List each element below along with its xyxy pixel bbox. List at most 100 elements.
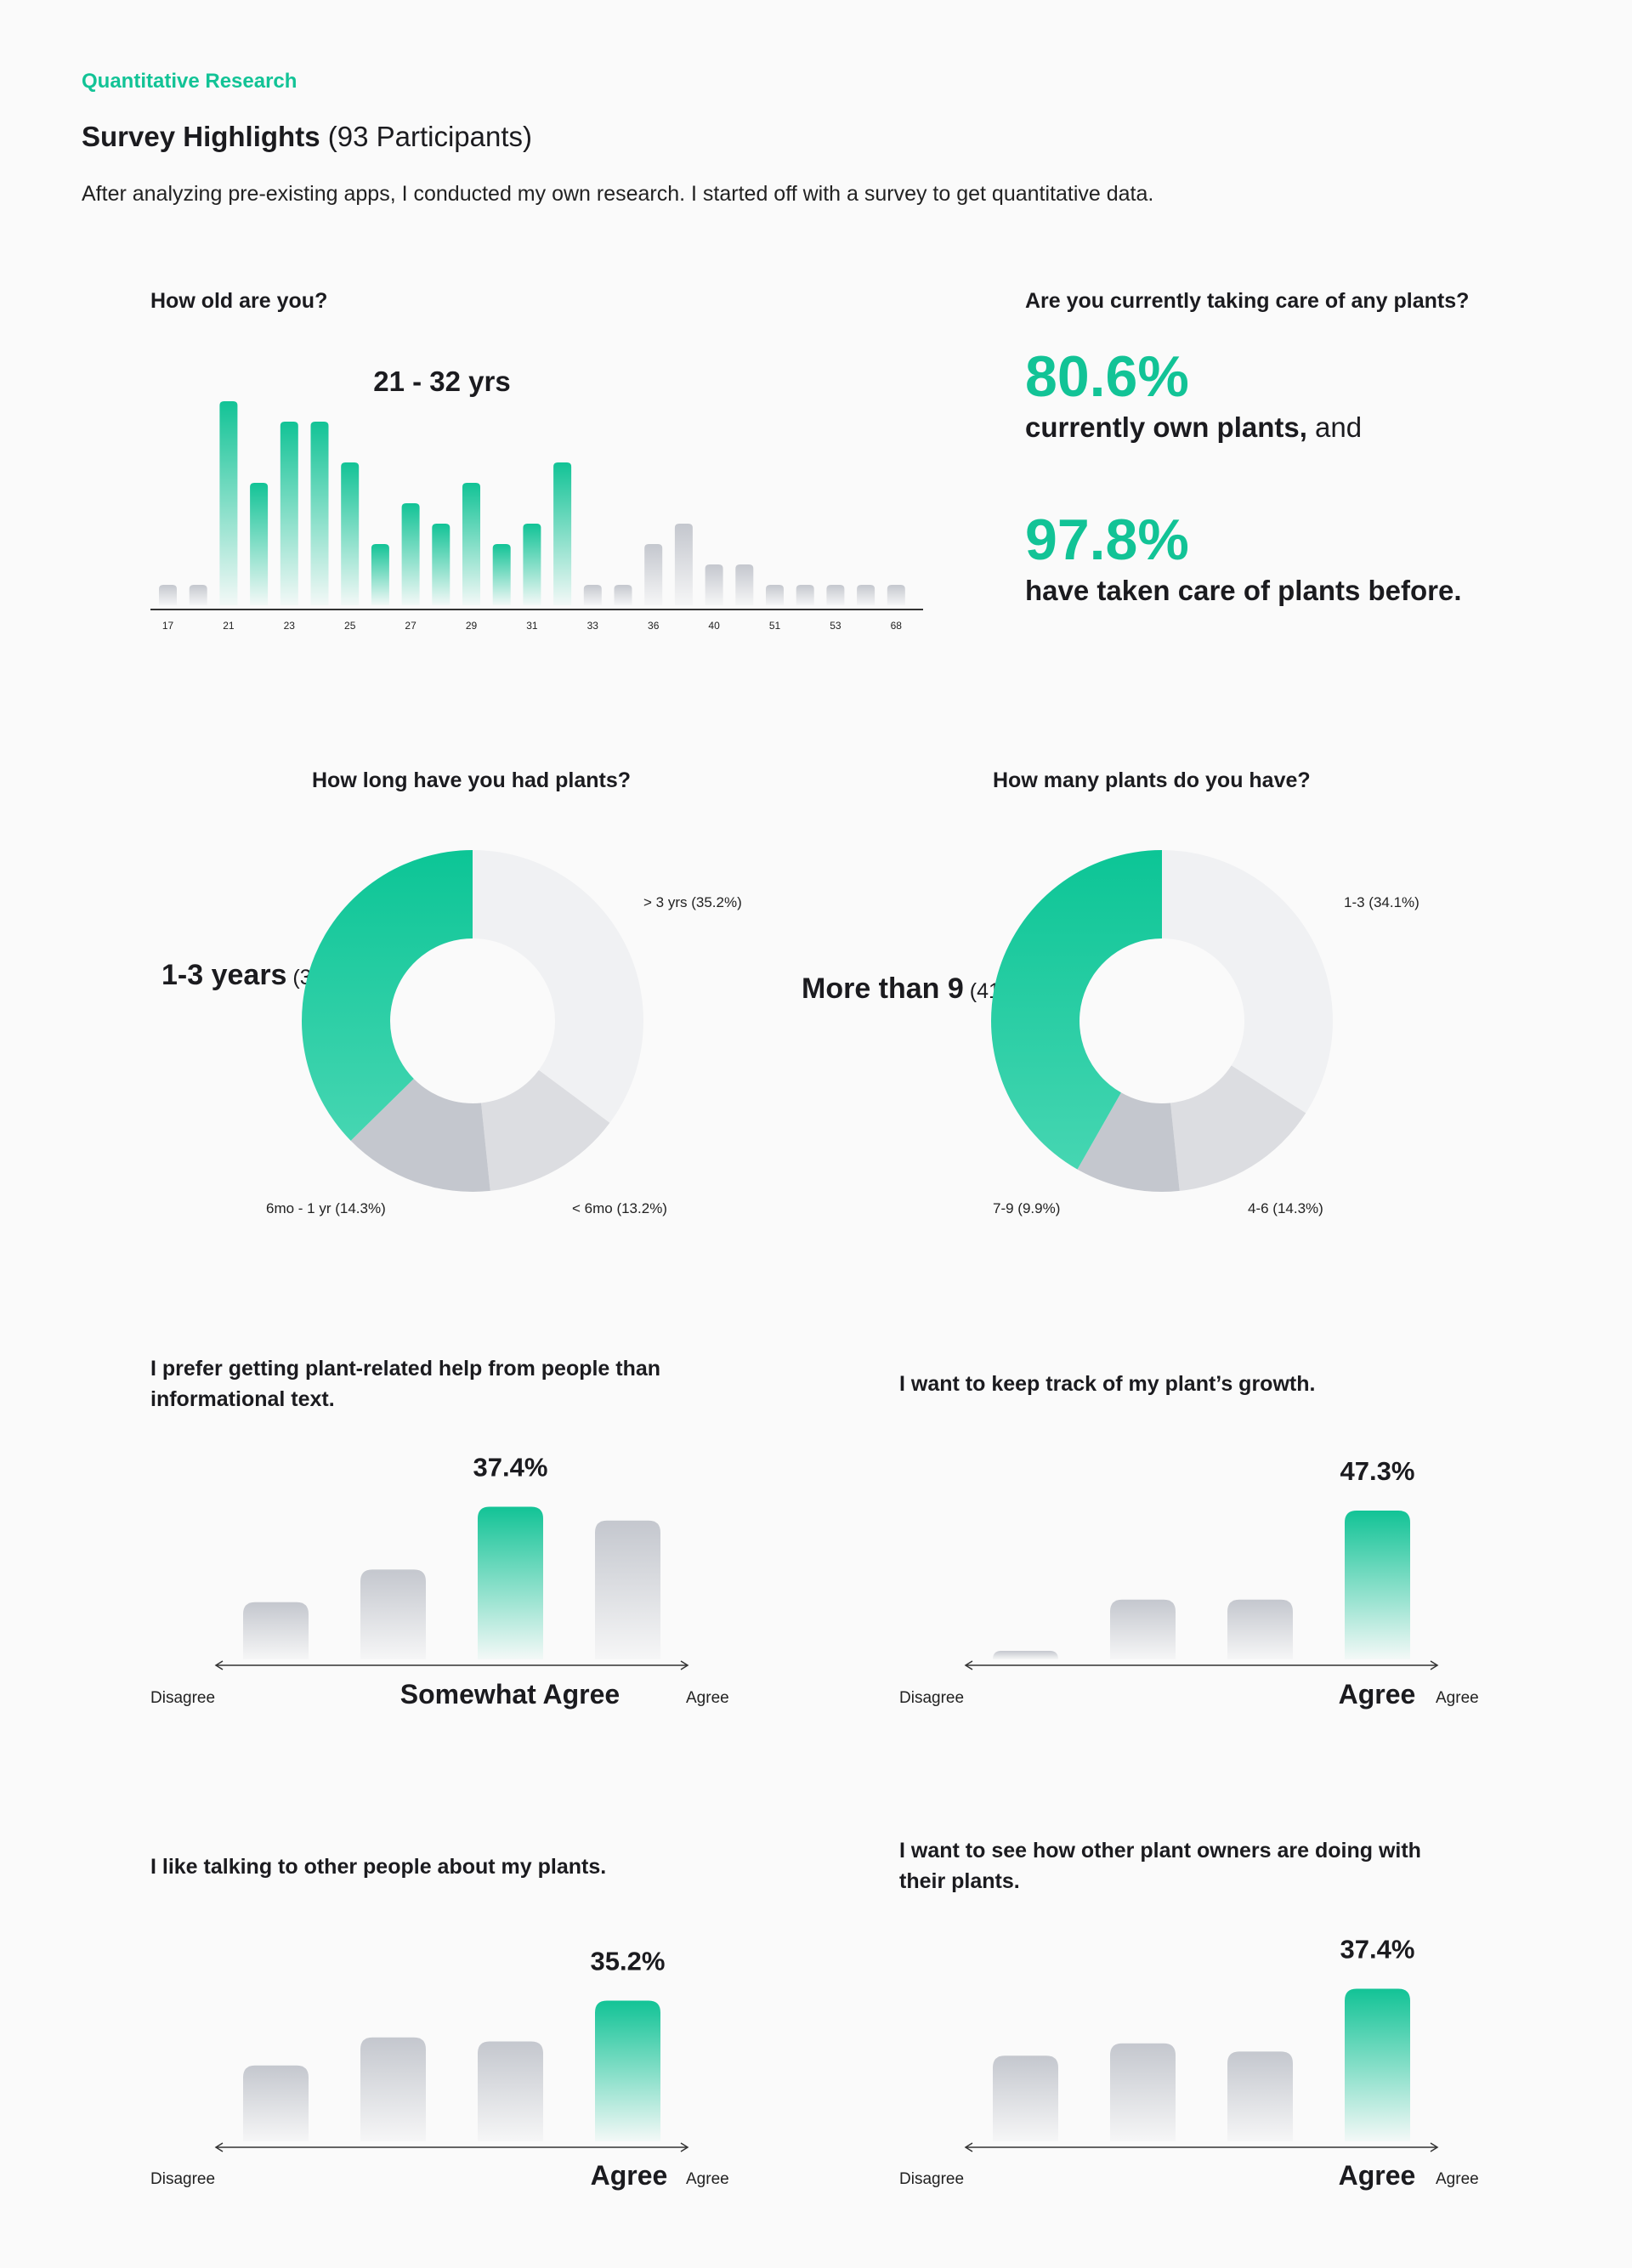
duration-slice	[302, 850, 473, 1141]
stat-own-value: 80.6%	[1025, 344, 1189, 409]
age-bar	[705, 564, 723, 605]
likert-bar	[595, 1520, 660, 1659]
count-slice	[1170, 1065, 1306, 1191]
duration-slice	[481, 1069, 610, 1191]
age-question: How old are you?	[150, 289, 328, 313]
age-bar	[826, 585, 845, 605]
age-bar	[766, 585, 784, 605]
likert-highlight-pct: 37.4%	[473, 1452, 548, 1482]
age-bar	[189, 585, 207, 605]
count-slice	[1077, 1092, 1180, 1192]
age-bar	[523, 524, 541, 605]
likert-4-left-label: Disagree	[899, 2170, 965, 2188]
age-bar	[341, 462, 360, 605]
duration-slice	[350, 1078, 490, 1192]
count-legend-label: 7-9 (9.9%)	[993, 1200, 1060, 1216]
likert-1-question: I prefer getting plant-related help from…	[150, 1357, 661, 1411]
stat-own-bold: currently own plants,	[1025, 411, 1307, 443]
likert-3-right-label: Agree	[686, 2170, 729, 2188]
likert-1-left-label: Disagree	[150, 1689, 216, 1707]
duration-legend-label: 6mo - 1 yr (14.3%)	[266, 1200, 386, 1216]
likert-bar	[1110, 1599, 1176, 1659]
page-title-rest: (93 Participants)	[320, 121, 532, 152]
likert-bar	[1345, 1988, 1410, 2141]
count-slice	[991, 850, 1162, 1170]
likert-bar	[360, 1569, 426, 1659]
likert-bar	[993, 2055, 1058, 2141]
likert-4-highlight-label: Agree	[1338, 2160, 1416, 2191]
likert-4-right-label: Agree	[1436, 2170, 1479, 2188]
age-tick-label: 53	[830, 620, 842, 632]
count-question: How many plants do you have?	[993, 768, 1311, 792]
age-tick-label: 17	[162, 620, 174, 632]
axis-right-arrow	[680, 2142, 689, 2152]
age-tick-label: 51	[769, 620, 781, 632]
age-bar	[887, 585, 905, 605]
count-main-name: More than 9	[802, 972, 964, 1005]
likert-bar	[595, 2000, 660, 2141]
likert-highlight-pct: 47.3%	[1340, 1456, 1415, 1486]
age-highlight-label: 21 - 32 yrs	[373, 366, 511, 397]
likert-2-question: I want to keep track of my plant’s growt…	[899, 1372, 1316, 1396]
likert-highlight-pct: 35.2%	[591, 1947, 666, 1976]
likert-1-right-label: Agree	[686, 1689, 729, 1707]
axis-left-arrow	[214, 2142, 224, 2152]
likert-2-right-label: Agree	[1436, 1689, 1479, 1707]
age-bar	[492, 544, 511, 605]
age-bar	[219, 401, 238, 605]
age-bar	[401, 503, 420, 605]
age-tick-label: 27	[405, 620, 416, 632]
age-bar	[310, 422, 329, 605]
duration-donut: > 3 yrs (35.2%) < 6mo (13.2%) 6mo - 1 yr (…	[266, 850, 742, 1216]
likert-3-highlight-label: Agree	[590, 2160, 668, 2191]
age-bar	[857, 585, 876, 605]
page-title-bold: Survey Highlights	[82, 121, 320, 152]
likert-bar	[243, 2065, 309, 2141]
intro-text: After analyzing pre-existing apps, I con…	[82, 182, 1154, 206]
section-eyebrow: Quantitative Research	[82, 70, 298, 93]
age-tick-label: 68	[891, 620, 903, 632]
likert-3-question: I like talking to other people about my …	[150, 1855, 607, 1879]
axis-right-arrow	[1430, 2142, 1439, 2152]
age-bar	[644, 544, 663, 605]
age-tick-label: 25	[344, 620, 356, 632]
duration-question: How long have you had plants?	[312, 768, 632, 792]
age-bar	[674, 524, 693, 605]
likert-bar	[1110, 2043, 1176, 2141]
age-bar	[462, 483, 480, 605]
age-tick-label: 40	[708, 620, 720, 632]
age-tick-label: 23	[284, 620, 296, 632]
age-bar	[280, 422, 298, 605]
axis-right-arrow	[680, 1660, 689, 1670]
stat-own-rest: and	[1306, 411, 1363, 443]
stat-own-text: currently own plants, and	[1025, 411, 1362, 444]
count-legend-label: 1-3 (34.1%)	[1344, 894, 1420, 910]
duration-main-name: 1-3 years	[162, 959, 287, 991]
age-tick-label: 21	[223, 620, 235, 632]
age-bar	[553, 462, 572, 605]
likert-4-question: I want to see how other plant owners are…	[899, 1839, 1421, 1893]
age-tick-label: 33	[587, 620, 599, 632]
likert-bar	[360, 2037, 426, 2141]
axis-left-arrow	[964, 2142, 973, 2152]
likert-bar	[993, 1651, 1058, 1659]
duration-slice	[473, 850, 643, 1123]
age-bar	[159, 585, 177, 605]
age-bar	[583, 585, 602, 605]
age-tick-label: 36	[648, 620, 660, 632]
axis-right-arrow	[1430, 1660, 1439, 1670]
count-donut: 1-3 (34.1%) 4-6 (14.3%) 7-9 (9.9%)	[991, 850, 1420, 1216]
age-bar	[614, 585, 632, 605]
duration-legend-label: > 3 yrs (35.2%)	[643, 894, 742, 910]
likert-highlight-pct: 37.4%	[1340, 1934, 1415, 1964]
age-bar	[735, 564, 754, 605]
duration-legend-label: < 6mo (13.2%)	[572, 1200, 667, 1216]
age-bar	[432, 524, 450, 605]
likert-bar	[1227, 2051, 1293, 2141]
likert-2-left-label: Disagree	[899, 1689, 965, 1707]
axis-left-arrow	[964, 1660, 973, 1670]
age-bar	[796, 585, 814, 605]
age-bar	[371, 544, 389, 605]
